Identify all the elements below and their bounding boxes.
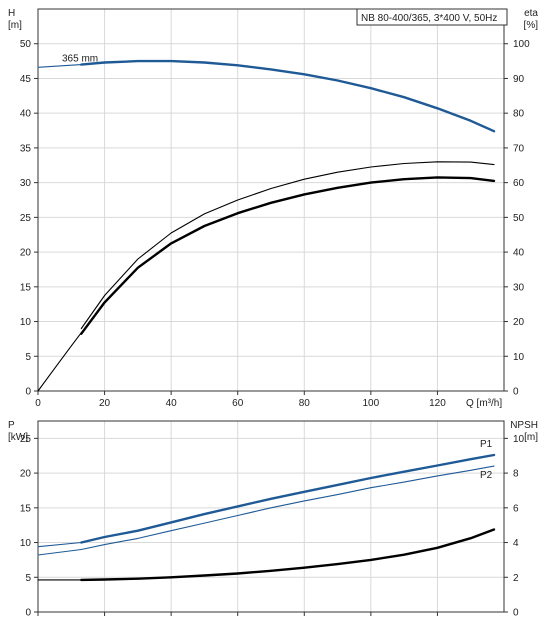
top-right-axis-label: [%] [524, 20, 539, 31]
head-efficiency-panel: 0 5 10 15 20 25 30 35 40 45 50 0 10 20 30 40 50 60 70 80 90 1… [8, 8, 538, 409]
top-left-tick-label: 15 [20, 282, 32, 293]
bottom-series-p2 [80, 465, 495, 551]
bottom-left-tick-label: 0 [25, 608, 31, 619]
top-left-axis-label: [m] [8, 20, 22, 31]
bottom-series-p2-ext [37, 548, 82, 556]
top-left-tick-label: 25 [20, 213, 32, 224]
bottom-series-p1-ext [37, 541, 82, 548]
top-x-tick-label: 0 [35, 398, 41, 409]
top-left-tick-label: 5 [25, 352, 31, 363]
top-left-axis-label: H [8, 8, 15, 19]
bottom-left-tick-label: 10 [20, 538, 32, 549]
top-right-tick-label: 70 [513, 143, 525, 154]
top-series-eta-ext [37, 332, 82, 392]
bottom-left-axis-label: P [8, 420, 15, 431]
top-series-h [80, 59, 496, 133]
top-series-h-ext [37, 64, 82, 68]
bottom-right-tick-label: 4 [513, 538, 519, 549]
bottom-left-tick-label: 25 [20, 434, 32, 445]
top-x-axis-label: Q [m³/h] [466, 398, 502, 409]
bottom-right-tick-label: 0 [513, 608, 519, 619]
top-right-tick-label: 60 [513, 178, 525, 189]
bottom-series-npsh [80, 528, 496, 582]
title-box-frame [356, 8, 508, 26]
top-right-tick-label: 10 [513, 352, 525, 363]
bottom-right-tick-label: 6 [513, 503, 519, 514]
top-x-tick-label: 20 [99, 398, 111, 409]
top-x-tick-label: 80 [299, 398, 311, 409]
top-left-tick-label: 0 [25, 387, 31, 398]
top-annotation: 365 mm [62, 54, 98, 65]
top-x-tick-label: 40 [166, 398, 178, 409]
top-left-tick-label: 10 [20, 317, 32, 328]
top-right-tick-label: 100 [513, 39, 530, 50]
top-left-tick-label: 50 [20, 39, 32, 50]
top-x-tick-label: 120 [429, 398, 446, 409]
top-x-tick-label: 60 [232, 398, 244, 409]
bottom-right-tick-label: 2 [513, 573, 519, 584]
top-series-eta-w [80, 176, 496, 335]
top-right-tick-label: 80 [513, 109, 525, 120]
bottom-series-p1 [80, 453, 496, 544]
top-left-tick-label: 40 [20, 109, 32, 120]
top-right-tick-label: 90 [513, 74, 525, 85]
bottom-right-axis-label: NPSH [510, 420, 538, 431]
bottom-left-tick-label: 15 [20, 503, 32, 514]
top-x-tick-label: 100 [363, 398, 380, 409]
top-right-tick-label: 0 [513, 387, 519, 398]
top-left-tick-label: 20 [20, 248, 32, 259]
top-left-tick-label: 45 [20, 74, 32, 85]
bottom-right-axis-label: [m] [524, 432, 538, 443]
top-plot-frame [37, 8, 505, 392]
bottom-series-label-p2: P2 [480, 470, 493, 481]
top-left-tick-label: 30 [20, 178, 32, 189]
title-box: NB 80-400/365, 3*400 V, 50Hz [356, 8, 508, 26]
bottom-right-tick-label: 10 [513, 434, 525, 445]
bottom-plot-frame [37, 420, 505, 613]
top-right-tick-label: 20 [513, 317, 525, 328]
top-right-axis-label: eta [524, 8, 538, 19]
bottom-left-axis-label: [kW] [8, 432, 28, 443]
bottom-right-tick-label: 8 [513, 469, 519, 480]
title-box-text: NB 80-400/365, 3*400 V, 50Hz [361, 13, 497, 24]
power-npsh-panel: 0 5 10 15 20 25 0 2 4 6 8 10 P[kW] NPSH[m] P1 P2 [8, 420, 538, 619]
top-right-tick-label: 30 [513, 282, 525, 293]
bottom-left-tick-label: 5 [25, 573, 31, 584]
top-left-tick-label: 35 [20, 143, 32, 154]
top-right-tick-label: 50 [513, 213, 525, 224]
top-right-tick-label: 40 [513, 248, 525, 259]
top-series-eta [80, 161, 495, 330]
bottom-series-label-p1: P1 [480, 439, 493, 450]
bottom-left-tick-label: 20 [20, 469, 32, 480]
